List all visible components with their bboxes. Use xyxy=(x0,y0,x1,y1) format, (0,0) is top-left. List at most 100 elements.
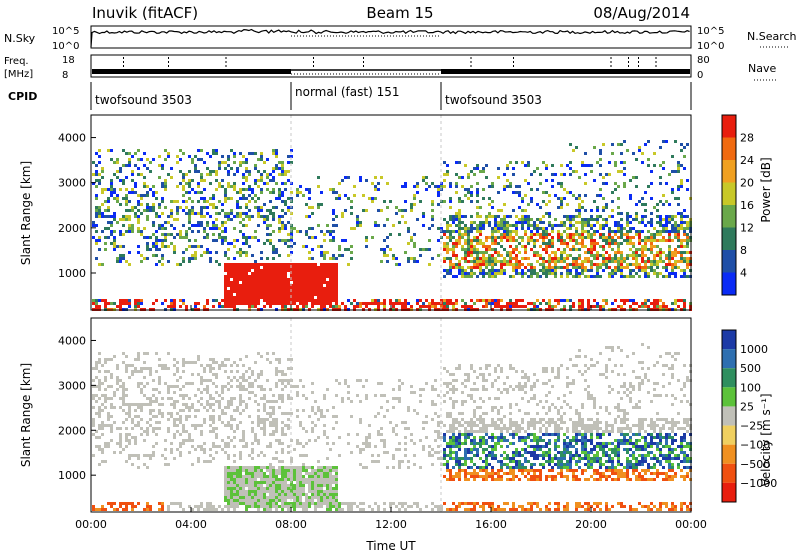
heatmap-cell xyxy=(230,209,233,212)
heatmap-cell xyxy=(215,206,218,209)
heatmap-cell xyxy=(107,200,110,203)
heatmap-cell xyxy=(155,370,158,373)
heatmap-cell xyxy=(260,191,263,194)
heatmap-cell xyxy=(620,275,623,278)
heatmap-cell xyxy=(107,385,110,388)
heatmap-cell xyxy=(272,275,275,278)
heatmap-cell xyxy=(92,385,95,388)
heatmap-cell xyxy=(275,266,278,269)
heatmap-cell xyxy=(155,427,158,430)
heatmap-cell xyxy=(209,454,212,457)
heatmap-cell xyxy=(221,224,224,227)
heatmap-cell xyxy=(395,206,398,209)
heatmap-cell xyxy=(623,239,626,242)
heatmap-cell xyxy=(251,442,254,445)
heatmap-cell xyxy=(323,397,326,400)
heatmap-cell xyxy=(116,427,119,430)
heatmap-cell xyxy=(632,176,635,179)
heatmap-cell xyxy=(656,302,659,305)
heatmap-cell xyxy=(251,188,254,191)
heatmap-cell xyxy=(176,218,179,221)
heatmap-cell xyxy=(680,260,683,263)
heatmap-cell xyxy=(467,272,470,275)
heatmap-cell xyxy=(323,287,326,290)
heatmap-cell xyxy=(257,206,260,209)
heatmap-cell xyxy=(578,206,581,209)
heatmap-cell xyxy=(386,236,389,239)
heatmap-cell xyxy=(308,266,311,269)
heatmap-cell xyxy=(359,379,362,382)
heatmap-cell xyxy=(224,385,227,388)
heatmap-cell xyxy=(560,200,563,203)
heatmap-cell xyxy=(632,152,635,155)
heatmap-cell xyxy=(332,290,335,293)
heatmap-cell xyxy=(344,502,347,505)
heatmap-cell xyxy=(422,302,425,305)
heatmap-cell xyxy=(431,203,434,206)
freq-row: Freq. [MHz] 18 8 80 0 Nave xyxy=(4,54,776,81)
heatmap-cell xyxy=(215,149,218,152)
heatmap-cell xyxy=(614,269,617,272)
heatmap-cell xyxy=(521,200,524,203)
heatmap-cell xyxy=(119,170,122,173)
heatmap-cell xyxy=(395,433,398,436)
heatmap-cell xyxy=(314,424,317,427)
heatmap-cell xyxy=(683,230,686,233)
heatmap-cell xyxy=(503,260,506,263)
heatmap-cell xyxy=(683,239,686,242)
heatmap-cell xyxy=(431,224,434,227)
heatmap-cell xyxy=(284,269,287,272)
heatmap-cell xyxy=(266,188,269,191)
heatmap-cell xyxy=(311,266,314,269)
heatmap-cell xyxy=(161,239,164,242)
heatmap-cell xyxy=(572,215,575,218)
heatmap-cell xyxy=(383,502,386,505)
heatmap-cell xyxy=(653,152,656,155)
heatmap-cell xyxy=(641,251,644,254)
heatmap-cell xyxy=(170,176,173,179)
heatmap-cell xyxy=(287,284,290,287)
heatmap-cell xyxy=(320,287,323,290)
heatmap-cell xyxy=(335,269,338,272)
heatmap-cell xyxy=(677,212,680,215)
heatmap-cell xyxy=(95,257,98,260)
heatmap-cell xyxy=(275,149,278,152)
heatmap-cell xyxy=(554,260,557,263)
heatmap-cell xyxy=(287,445,290,448)
heatmap-cell xyxy=(329,293,332,296)
heatmap-cell xyxy=(404,436,407,439)
heatmap-cell xyxy=(266,299,269,302)
heatmap-cell xyxy=(146,236,149,239)
heatmap-cell xyxy=(299,296,302,299)
heatmap-cell xyxy=(626,230,629,233)
heatmap-cell xyxy=(284,499,287,502)
heatmap-cell xyxy=(557,233,560,236)
heatmap-cell xyxy=(443,173,446,176)
heatmap-cell xyxy=(443,161,446,164)
heatmap-cell xyxy=(467,266,470,269)
heatmap-cell xyxy=(197,212,200,215)
heatmap-cell xyxy=(293,272,296,275)
heatmap-cell xyxy=(563,257,566,260)
heatmap-cell xyxy=(539,227,542,230)
heatmap-cell xyxy=(605,224,608,227)
heatmap-cell xyxy=(245,296,248,299)
heatmap-cell xyxy=(380,302,383,305)
heatmap-cell xyxy=(329,299,332,302)
heatmap-cell xyxy=(605,251,608,254)
heatmap-cell xyxy=(419,248,422,251)
heatmap-cell xyxy=(248,496,251,499)
heatmap-cell xyxy=(281,490,284,493)
freq-label-line2: [MHz] xyxy=(4,69,33,80)
heatmap-cell xyxy=(200,212,203,215)
heatmap-cell xyxy=(323,469,326,472)
heatmap-cell xyxy=(251,293,254,296)
heatmap-cell xyxy=(542,233,545,236)
heatmap-cell xyxy=(509,215,512,218)
heatmap-cell xyxy=(227,505,230,508)
heatmap-cell xyxy=(227,445,230,448)
heatmap-cell xyxy=(311,472,314,475)
heatmap-cell xyxy=(176,200,179,203)
heatmap-cell xyxy=(548,266,551,269)
heatmap-cell xyxy=(179,505,182,508)
